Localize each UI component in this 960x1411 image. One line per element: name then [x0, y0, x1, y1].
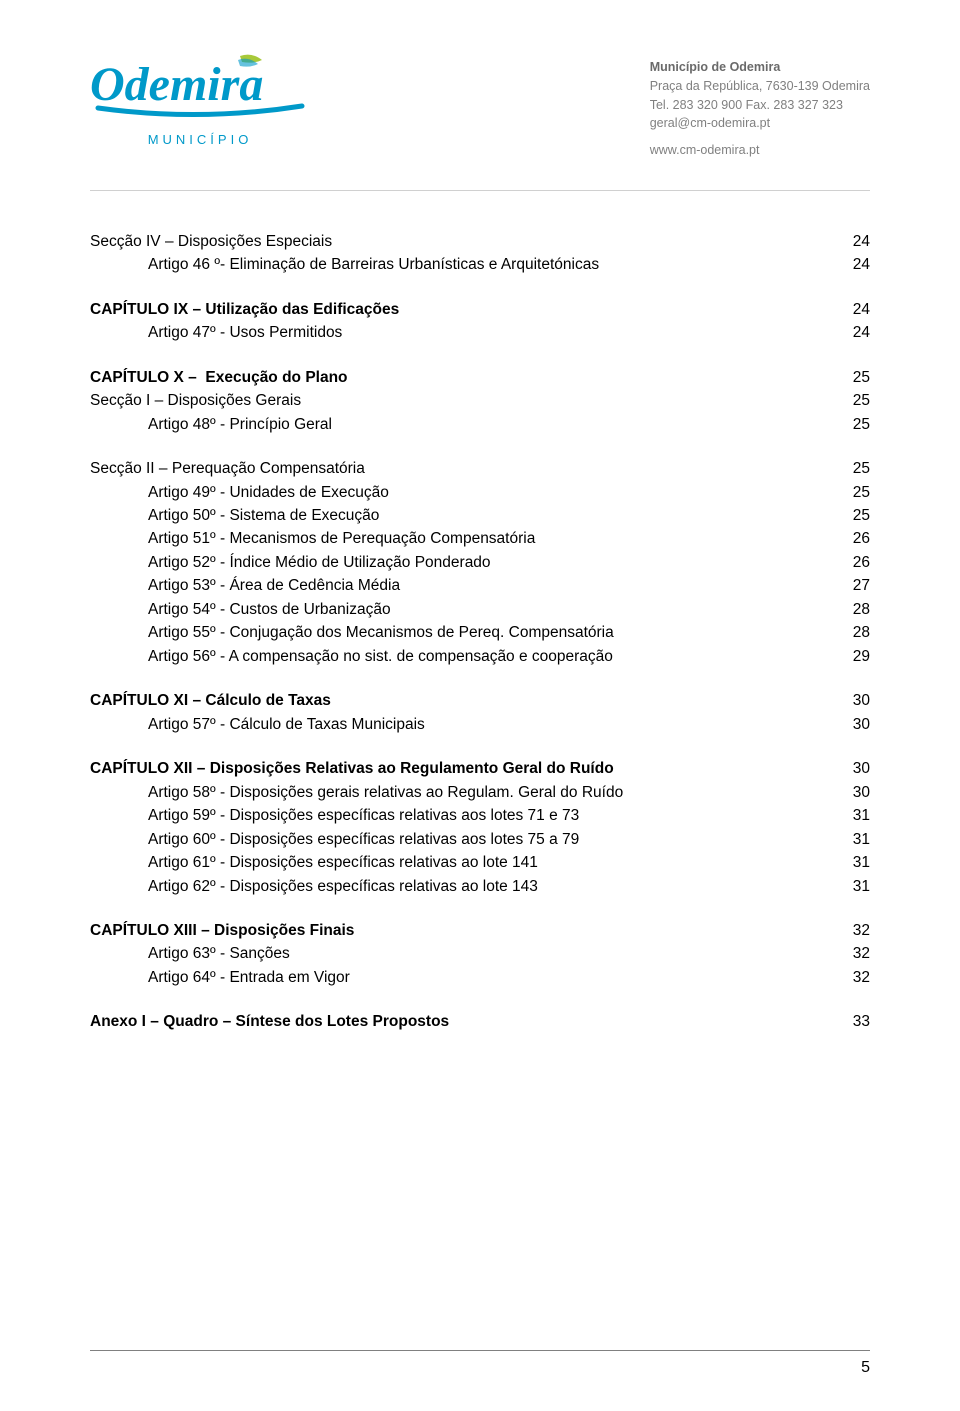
- toc-line: Artigo 58º - Disposições gerais relativa…: [90, 782, 870, 804]
- toc-entry-page: 30: [840, 690, 870, 712]
- toc-entry-text: CAPÍTULO XI – Cálculo de Taxas: [90, 690, 331, 712]
- toc-entry-text: Secção IV – Disposições Especiais: [90, 231, 332, 253]
- toc-entry-text: Artigo 59º - Disposições específicas rel…: [90, 805, 579, 827]
- footer-divider: [90, 1350, 870, 1351]
- toc-entry-page: 25: [840, 367, 870, 389]
- toc-entry-text: Artigo 57º - Cálculo de Taxas Municipais: [90, 714, 425, 736]
- logo-subtitle: MUNICÍPIO: [148, 132, 253, 147]
- toc-line: Artigo 52º - Índice Médio de Utilização …: [90, 552, 870, 574]
- toc-entry-text: CAPÍTULO XIII – Disposições Finais: [90, 920, 354, 942]
- toc-entry-text: Artigo 54º - Custos de Urbanização: [90, 599, 391, 621]
- toc-line: Anexo I – Quadro – Síntese dos Lotes Pro…: [90, 1011, 870, 1033]
- contact-email: geral@cm-odemira.pt: [650, 114, 870, 133]
- toc-entry-page: 30: [840, 714, 870, 736]
- toc-entry-page: 30: [840, 758, 870, 780]
- toc-entry-text: Artigo 61º - Disposições específicas rel…: [90, 852, 538, 874]
- toc-line: Artigo 64º - Entrada em Vigor 32: [90, 967, 870, 989]
- contact-block: Município de Odemira Praça da República,…: [650, 50, 870, 160]
- document-header: Odemira MUNICÍPIO Município de Odemira P…: [0, 0, 960, 180]
- toc-entry-page: 28: [840, 622, 870, 644]
- toc-entry-page: 26: [840, 528, 870, 550]
- toc-entry-page: 27: [840, 575, 870, 597]
- toc-entry-text: Artigo 55º - Conjugação dos Mecanismos d…: [90, 622, 614, 644]
- toc-line: Artigo 62º - Disposições específicas rel…: [90, 876, 870, 898]
- toc-line: Artigo 48º - Princípio Geral 25: [90, 414, 870, 436]
- toc-entry-text: Artigo 50º - Sistema de Execução: [90, 505, 379, 527]
- toc-line: Artigo 51º - Mecanismos de Perequação Co…: [90, 528, 870, 550]
- toc-entry-page: 26: [840, 552, 870, 574]
- toc-entry-text: CAPÍTULO IX – Utilização das Edificações: [90, 299, 399, 321]
- contact-address: Praça da República, 7630-139 Odemira: [650, 77, 870, 96]
- toc-entry-text: Artigo 53º - Área de Cedência Média: [90, 575, 400, 597]
- toc-line: Artigo 53º - Área de Cedência Média 27: [90, 575, 870, 597]
- toc-line: Secção IV – Disposições Especiais 24: [90, 231, 870, 253]
- page-number: 5: [861, 1359, 870, 1377]
- toc-entry-page: 32: [840, 967, 870, 989]
- toc-entry-page: 25: [840, 458, 870, 480]
- toc-line: Artigo 50º - Sistema de Execução 25: [90, 505, 870, 527]
- toc-entry-page: 25: [840, 505, 870, 527]
- toc-entry-page: 32: [840, 943, 870, 965]
- toc-entry-page: 24: [840, 299, 870, 321]
- toc-entry-page: 24: [840, 322, 870, 344]
- toc-entry-page: 25: [840, 414, 870, 436]
- contact-phone: Tel. 283 320 900 Fax. 283 327 323: [650, 96, 870, 115]
- table-of-contents: Secção IV – Disposições Especiais24Artig…: [0, 191, 960, 1034]
- toc-entry-text: Secção II – Perequação Compensatória: [90, 458, 365, 480]
- toc-entry-text: Artigo 60º - Disposições específicas rel…: [90, 829, 579, 851]
- toc-line: Secção I – Disposições Gerais 25: [90, 390, 870, 412]
- toc-entry-text: Artigo 51º - Mecanismos de Perequação Co…: [90, 528, 535, 550]
- toc-entry-text: Artigo 46 º- Eliminação de Barreiras Urb…: [90, 254, 599, 276]
- toc-entry-text: Artigo 49º - Unidades de Execução: [90, 482, 389, 504]
- toc-entry-text: Artigo 56º - A compensação no sist. de c…: [90, 646, 613, 668]
- logo-block: Odemira MUNICÍPIO: [90, 50, 310, 160]
- toc-entry-text: CAPÍTULO XII – Disposições Relativas ao …: [90, 758, 614, 780]
- toc-entry-text: Artigo 48º - Princípio Geral: [90, 414, 332, 436]
- toc-line: CAPÍTULO X – Execução do Plano 25: [90, 367, 870, 389]
- toc-entry-page: 31: [840, 805, 870, 827]
- odemira-logo-icon: Odemira: [90, 50, 310, 130]
- toc-line: Artigo 57º - Cálculo de Taxas Municipais…: [90, 714, 870, 736]
- toc-entry-page: 31: [840, 876, 870, 898]
- toc-line: CAPÍTULO XII – Disposições Relativas ao …: [90, 758, 870, 780]
- toc-entry-page: 32: [840, 920, 870, 942]
- contact-title: Município de Odemira: [650, 58, 870, 77]
- toc-entry-page: 28: [840, 599, 870, 621]
- toc-entry-text: Secção I – Disposições Gerais: [90, 390, 301, 412]
- toc-entry-text: Artigo 63º - Sanções: [90, 943, 290, 965]
- toc-entry-text: CAPÍTULO X – Execução do Plano: [90, 367, 348, 389]
- toc-line: Artigo 55º - Conjugação dos Mecanismos d…: [90, 622, 870, 644]
- toc-entry-page: 24: [840, 254, 870, 276]
- toc-line: Artigo 54º - Custos de Urbanização 28: [90, 599, 870, 621]
- toc-entry-page: 25: [840, 482, 870, 504]
- toc-line: CAPÍTULO XIII – Disposições Finais 32: [90, 920, 870, 942]
- toc-line: Artigo 56º - A compensação no sist. de c…: [90, 646, 870, 668]
- toc-entry-page: 31: [840, 852, 870, 874]
- toc-line: Artigo 49º - Unidades de Execução 25: [90, 482, 870, 504]
- toc-line: CAPÍTULO IX – Utilização das Edificações…: [90, 299, 870, 321]
- toc-entry-text: Artigo 47º - Usos Permitidos: [90, 322, 342, 344]
- toc-entry-text: Artigo 58º - Disposições gerais relativa…: [90, 782, 623, 804]
- toc-line: Artigo 61º - Disposições específicas rel…: [90, 852, 870, 874]
- toc-line: Artigo 63º - Sanções 32: [90, 943, 870, 965]
- toc-line: Secção II – Perequação Compensatória 25: [90, 458, 870, 480]
- contact-site: www.cm-odemira.pt: [650, 141, 870, 160]
- toc-entry-page: 30: [840, 782, 870, 804]
- toc-entry-text: Anexo I – Quadro – Síntese dos Lotes Pro…: [90, 1011, 449, 1033]
- toc-line: CAPÍTULO XI – Cálculo de Taxas 30: [90, 690, 870, 712]
- toc-entry-page: 31: [840, 829, 870, 851]
- toc-entry-text: Artigo 62º - Disposições específicas rel…: [90, 876, 538, 898]
- toc-entry-page: 29: [840, 646, 870, 668]
- toc-entry-text: Artigo 52º - Índice Médio de Utilização …: [90, 552, 491, 574]
- toc-entry-page: 25: [840, 390, 870, 412]
- toc-line: Artigo 60º - Disposições específicas rel…: [90, 829, 870, 851]
- toc-entry-text: Artigo 64º - Entrada em Vigor: [90, 967, 350, 989]
- toc-line: Artigo 47º - Usos Permitidos 24: [90, 322, 870, 344]
- toc-line: Artigo 59º - Disposições específicas rel…: [90, 805, 870, 827]
- svg-text:Odemira: Odemira: [90, 58, 263, 111]
- toc-entry-page: 33: [840, 1011, 870, 1033]
- toc-line: Artigo 46 º- Eliminação de Barreiras Urb…: [90, 254, 870, 276]
- toc-entry-page: 24: [840, 231, 870, 253]
